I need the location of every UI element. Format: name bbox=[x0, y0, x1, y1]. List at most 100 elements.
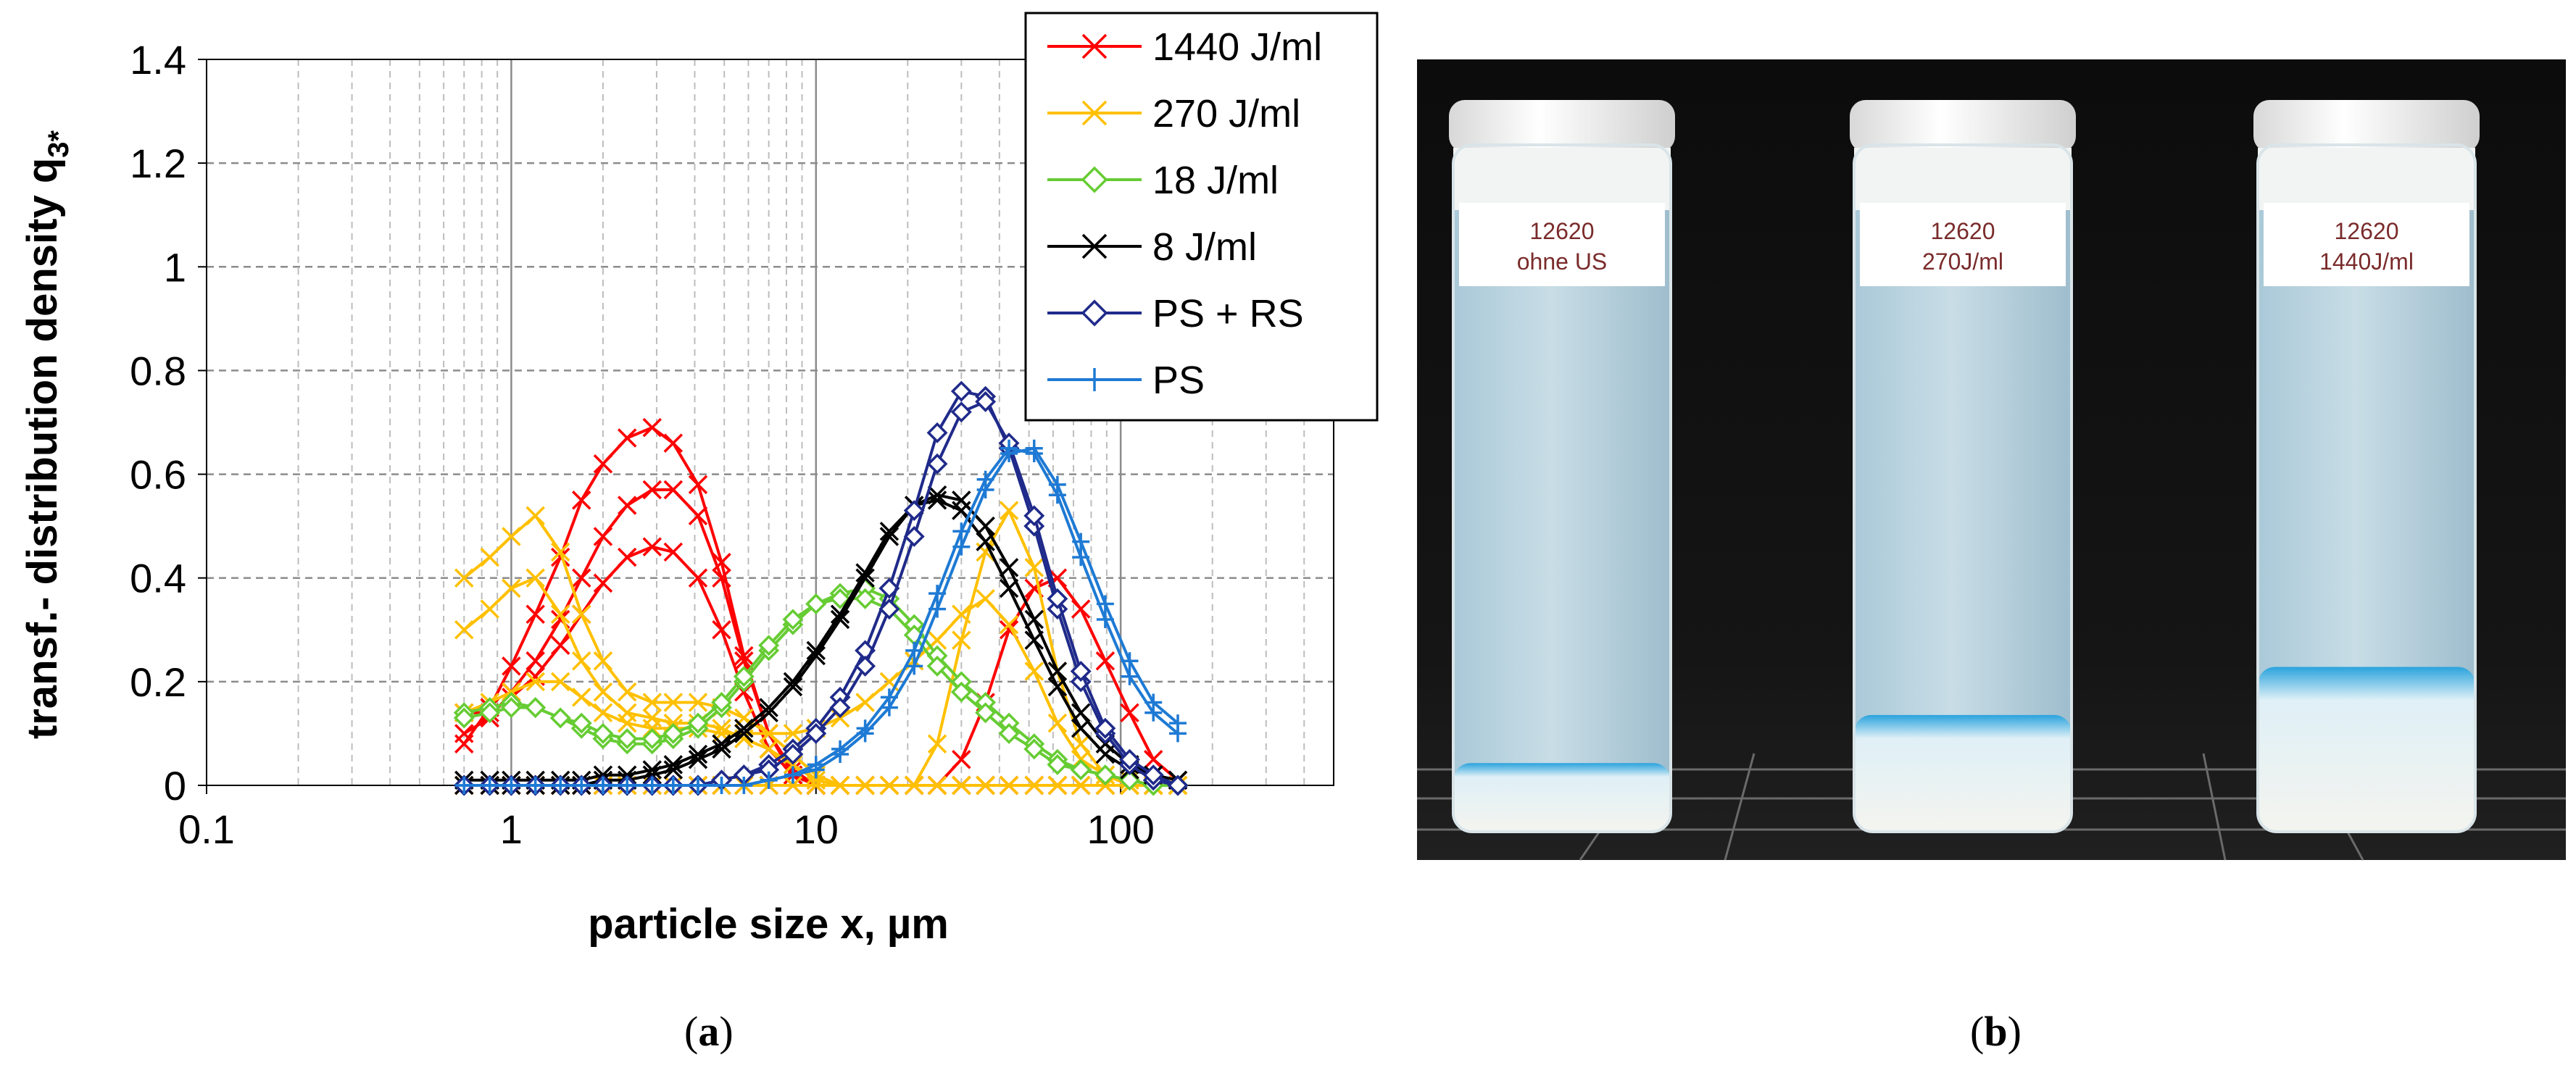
data-point bbox=[525, 568, 545, 588]
legend-label: 18 J/ml bbox=[1152, 159, 1279, 202]
data-point bbox=[783, 775, 803, 796]
data-point bbox=[829, 588, 851, 609]
data-point bbox=[1094, 717, 1116, 739]
data-point bbox=[617, 682, 637, 702]
y-tick-label: 0.6 bbox=[130, 452, 186, 498]
series-2 bbox=[453, 577, 1189, 796]
data-point bbox=[663, 480, 684, 500]
legend-marker bbox=[1083, 368, 1106, 391]
data-point bbox=[454, 620, 474, 640]
data-point bbox=[573, 777, 591, 794]
data-point bbox=[525, 672, 545, 692]
data-point bbox=[1047, 713, 1068, 733]
data-point bbox=[550, 635, 570, 655]
data-point bbox=[593, 573, 613, 593]
legend-item: 270 J/ml bbox=[1047, 92, 1300, 135]
vial-neck bbox=[1854, 148, 2072, 210]
data-point bbox=[570, 712, 592, 734]
legend-item: 18 J/ml bbox=[1047, 159, 1279, 202]
data-point bbox=[805, 593, 827, 614]
data-point bbox=[663, 542, 684, 562]
legend-marker bbox=[1081, 233, 1108, 259]
data-point bbox=[1047, 677, 1068, 697]
series-5 bbox=[455, 439, 1187, 794]
data-point bbox=[480, 599, 499, 619]
data-point bbox=[928, 600, 947, 618]
vial-cap bbox=[1449, 100, 1675, 152]
series-layer bbox=[453, 380, 1189, 796]
data-point bbox=[550, 604, 570, 625]
data-point bbox=[926, 453, 948, 475]
data-point bbox=[481, 777, 499, 794]
data-point bbox=[664, 777, 682, 794]
legend-item: PS + RS bbox=[1047, 292, 1304, 335]
vial-glass bbox=[1853, 143, 2073, 833]
vial-label-line1: 12620 bbox=[1530, 218, 1595, 244]
data-point bbox=[734, 719, 754, 738]
vial-label bbox=[1860, 203, 2066, 286]
y-tick-label: 0.8 bbox=[130, 348, 186, 393]
data-point bbox=[1071, 775, 1091, 796]
data-point bbox=[783, 724, 803, 743]
data-point bbox=[855, 693, 875, 712]
legend-label: PS + RS bbox=[1152, 292, 1304, 335]
data-point bbox=[903, 525, 925, 547]
data-point bbox=[878, 577, 900, 599]
vial-liquid bbox=[1453, 145, 1671, 832]
y-tick-label: 0.2 bbox=[130, 659, 186, 705]
data-point bbox=[1047, 588, 1068, 609]
data-point bbox=[926, 655, 948, 677]
data-point bbox=[572, 651, 591, 671]
vial-2: 12620 270J/ml bbox=[1850, 100, 2076, 833]
data-point bbox=[502, 777, 520, 794]
data-point bbox=[593, 682, 613, 702]
y-axis-label-main: transf.- distribution density q bbox=[19, 158, 66, 739]
y-axis-label-subscript: 3* bbox=[43, 130, 75, 157]
legend: 1440 J/ml 270 J/ml 18 J/ml 8 J/ml PS + RS PS bbox=[1024, 12, 1379, 422]
data-point bbox=[952, 775, 971, 796]
y-tick-label: 0 bbox=[164, 763, 186, 809]
y-tick-label: 0.4 bbox=[130, 556, 186, 601]
data-point bbox=[550, 547, 570, 567]
legend-marker bbox=[1081, 299, 1108, 327]
data-point bbox=[572, 568, 591, 588]
data-point bbox=[782, 743, 804, 765]
data-point bbox=[952, 749, 971, 769]
data-point bbox=[480, 547, 499, 567]
vial-cap bbox=[2253, 100, 2480, 152]
data-point bbox=[687, 712, 709, 734]
vial-liquid bbox=[1854, 145, 2072, 832]
data-point bbox=[806, 646, 826, 666]
data-point bbox=[663, 433, 684, 453]
data-point bbox=[594, 777, 612, 794]
data-point bbox=[1142, 764, 1164, 786]
legend-label: 1440 J/ml bbox=[1152, 25, 1322, 69]
data-point bbox=[976, 481, 994, 499]
data-point bbox=[642, 693, 662, 712]
data-point bbox=[831, 746, 849, 764]
data-point bbox=[453, 707, 475, 729]
data-point bbox=[525, 651, 545, 671]
data-point bbox=[1024, 558, 1044, 577]
data-point bbox=[1119, 748, 1140, 770]
data-point bbox=[1070, 661, 1092, 682]
y-tick-label: 1.4 bbox=[130, 37, 186, 83]
data-point bbox=[759, 698, 778, 717]
data-point bbox=[1047, 775, 1068, 796]
data-point bbox=[1167, 775, 1189, 796]
data-point bbox=[712, 777, 731, 794]
data-point bbox=[760, 771, 778, 789]
data-point bbox=[688, 749, 708, 769]
data-point bbox=[1047, 753, 1068, 775]
data-point bbox=[782, 609, 804, 630]
data-point bbox=[712, 734, 731, 753]
legend-item: 1440 J/ml bbox=[1047, 25, 1322, 69]
data-point bbox=[759, 739, 778, 759]
data-point bbox=[905, 657, 923, 675]
data-point bbox=[549, 707, 571, 729]
data-point bbox=[642, 760, 662, 780]
vial-3: 12620 1440J/ml bbox=[2253, 100, 2480, 833]
data-point bbox=[1023, 738, 1045, 760]
data-point bbox=[617, 428, 637, 448]
data-point bbox=[502, 527, 521, 546]
